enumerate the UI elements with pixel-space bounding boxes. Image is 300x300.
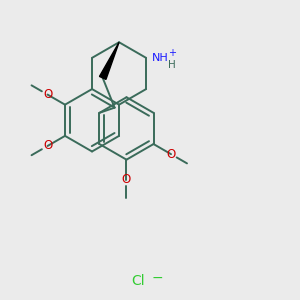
Polygon shape: [100, 42, 119, 80]
Text: O: O: [167, 148, 176, 161]
Text: O: O: [44, 88, 53, 101]
Text: H: H: [168, 60, 176, 70]
Text: O: O: [44, 140, 53, 152]
Text: Cl: Cl: [131, 274, 145, 288]
Text: −: −: [152, 271, 163, 285]
Text: O: O: [122, 173, 131, 186]
Text: NH: NH: [152, 53, 169, 63]
Text: +: +: [168, 48, 176, 58]
